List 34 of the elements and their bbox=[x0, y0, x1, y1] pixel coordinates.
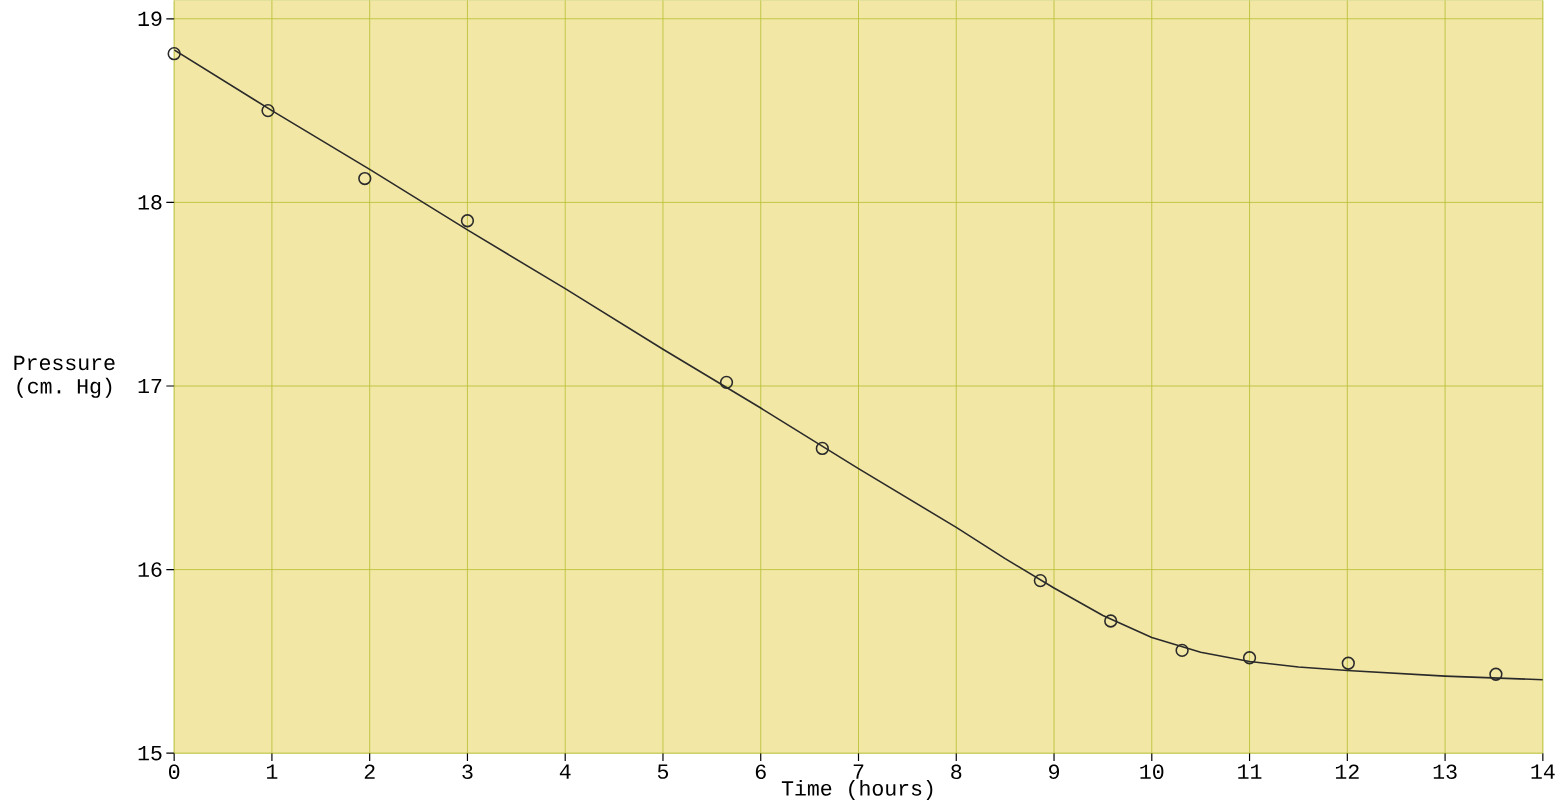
x-tick-label: 3 bbox=[462, 764, 473, 779]
x-tick-label: 7 bbox=[853, 764, 864, 779]
point bbox=[1242, 650, 1257, 665]
point bbox=[1033, 573, 1047, 588]
y-tick-label: 19 bbox=[138, 11, 162, 26]
point bbox=[1104, 614, 1118, 628]
x-tick-label: 10 bbox=[1140, 764, 1164, 779]
x-tick-label: 0 bbox=[169, 764, 180, 779]
point bbox=[1341, 656, 1355, 670]
point bbox=[261, 103, 275, 118]
point bbox=[460, 214, 475, 228]
x-tick-label: 11 bbox=[1238, 764, 1262, 779]
point bbox=[167, 46, 181, 61]
y-axis-title: Pressure (cm. Hg) bbox=[14, 355, 115, 398]
x-tick-label: 9 bbox=[1049, 764, 1059, 779]
x-tick-label: 13 bbox=[1433, 764, 1457, 779]
y-tick-label: 15 bbox=[138, 745, 162, 761]
x-tick-label: 12 bbox=[1335, 764, 1359, 779]
x-tick-label: 6 bbox=[755, 764, 766, 779]
x-tick-label: 5 bbox=[657, 764, 669, 779]
x-tick-label: 8 bbox=[951, 764, 962, 779]
x-axis-title: Time (hours) bbox=[781, 779, 933, 800]
x-tick-label: 2 bbox=[364, 764, 375, 779]
point bbox=[358, 171, 372, 186]
y-tick-label: 18 bbox=[138, 194, 162, 210]
point bbox=[719, 375, 734, 389]
y-tick-label: 17 bbox=[138, 378, 162, 393]
point bbox=[815, 441, 829, 455]
x-tick-label: 14 bbox=[1531, 764, 1555, 779]
y-tick-label: 16 bbox=[138, 562, 162, 577]
x-tick-label: 1 bbox=[267, 764, 278, 779]
point bbox=[1175, 643, 1189, 657]
x-tick-label: 4 bbox=[559, 764, 571, 779]
point bbox=[1489, 667, 1503, 681]
